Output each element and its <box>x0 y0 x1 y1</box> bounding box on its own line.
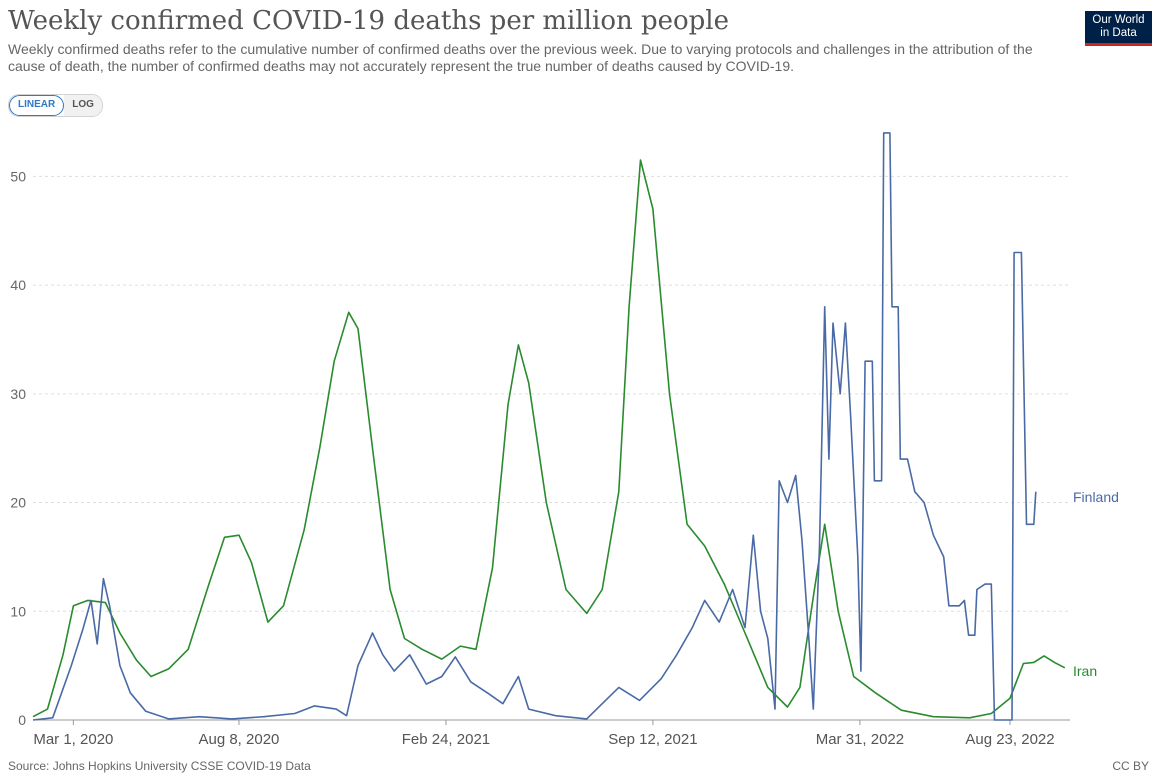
series-label-finland: Finland <box>1073 489 1119 505</box>
source-note: Source: Johns Hopkins University CSSE CO… <box>8 759 311 773</box>
y-tick-label: 20 <box>10 495 26 511</box>
y-tick-label: 30 <box>10 386 26 402</box>
series-line-iran <box>32 159 1066 719</box>
x-tick-label: Feb 24, 2021 <box>402 731 490 748</box>
linear-scale-button[interactable]: LINEAR <box>9 95 65 116</box>
x-tick-label: Sep 12, 2021 <box>608 731 697 748</box>
owid-logo[interactable]: Our World in Data <box>1085 11 1152 46</box>
x-tick-label: Mar 31, 2022 <box>816 731 904 748</box>
log-scale-button[interactable]: LOG <box>64 95 102 116</box>
x-tick-label: Aug 23, 2022 <box>965 731 1054 748</box>
series-label-iran: Iran <box>1073 663 1097 679</box>
y-tick-label: 0 <box>18 712 26 728</box>
license-link[interactable]: CC BY <box>1112 759 1149 773</box>
chart-subtitle: Weekly confirmed deaths refer to the cum… <box>8 41 1033 74</box>
logo-line2: in Data <box>1100 27 1137 39</box>
logo-line1: Our World <box>1092 14 1145 26</box>
y-tick-label: 10 <box>10 603 26 619</box>
series-line-finland <box>32 132 1037 721</box>
y-tick-label: 40 <box>10 277 26 293</box>
y-tick-label: 50 <box>10 168 26 184</box>
x-tick-label: Mar 1, 2020 <box>33 731 113 748</box>
x-tick-label: Aug 8, 2020 <box>198 731 279 748</box>
scale-toggle: LINEAR LOG <box>8 94 103 117</box>
chart-title: Weekly confirmed COVID-19 deaths per mil… <box>8 6 730 36</box>
